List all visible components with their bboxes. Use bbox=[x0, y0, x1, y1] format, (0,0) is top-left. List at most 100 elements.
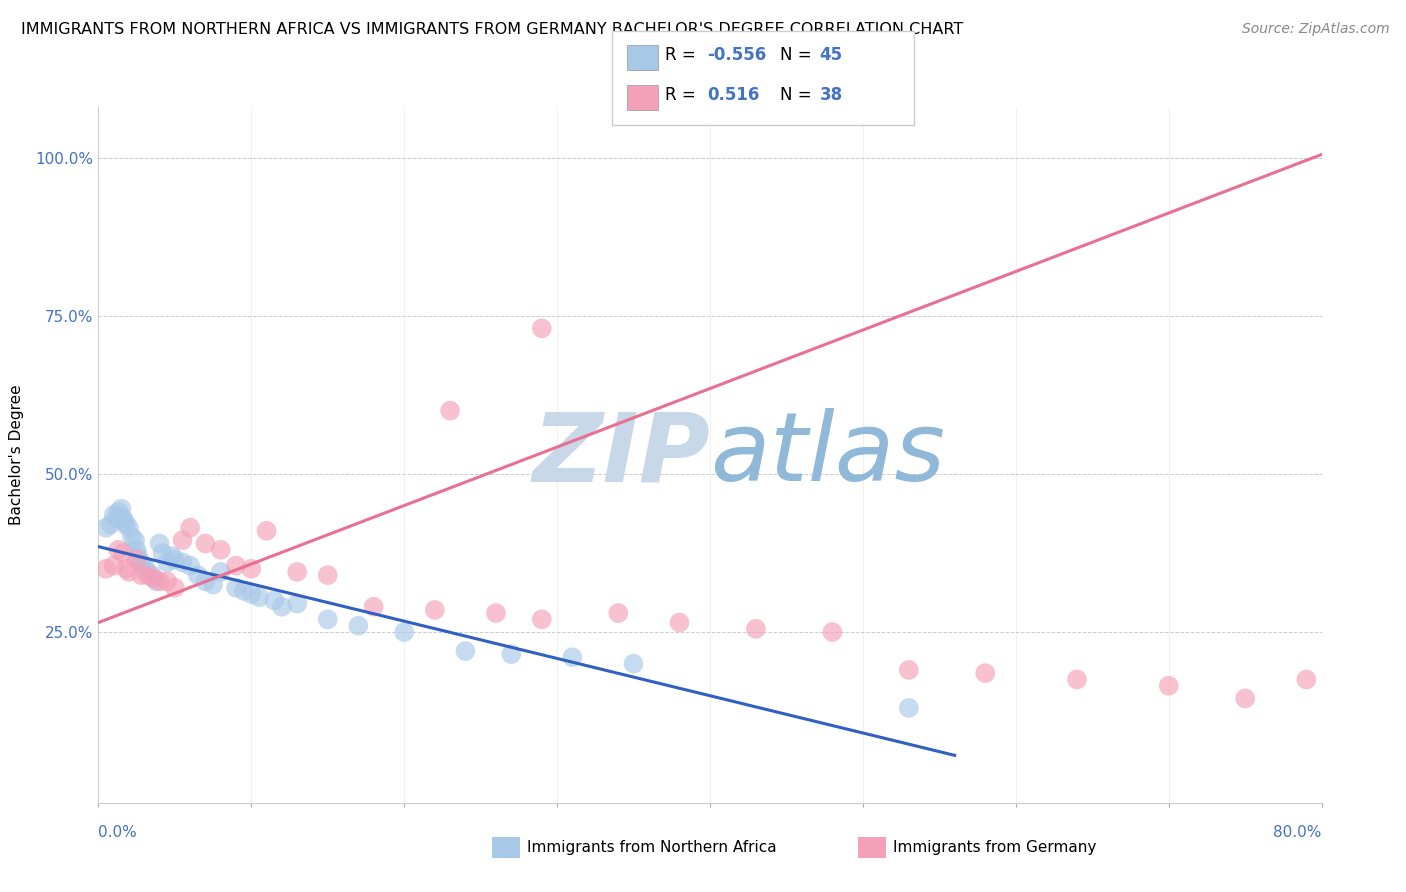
Point bbox=[105, 511, 128, 525]
Point bbox=[115, 517, 138, 532]
Point bbox=[270, 599, 292, 614]
Point bbox=[1295, 673, 1317, 687]
Point bbox=[118, 521, 141, 535]
Point bbox=[263, 593, 285, 607]
Point bbox=[423, 603, 446, 617]
Point bbox=[112, 514, 135, 528]
Point bbox=[225, 581, 247, 595]
Point bbox=[225, 558, 247, 573]
Point bbox=[149, 536, 172, 550]
Point bbox=[172, 533, 194, 548]
Point bbox=[439, 403, 461, 417]
Text: 0.516: 0.516 bbox=[707, 87, 759, 104]
Point bbox=[194, 574, 217, 589]
Text: Immigrants from Germany: Immigrants from Germany bbox=[893, 840, 1097, 855]
Point bbox=[485, 606, 508, 620]
Point bbox=[103, 558, 125, 573]
Point bbox=[187, 568, 209, 582]
Point bbox=[160, 549, 183, 563]
Point bbox=[240, 562, 263, 576]
Point bbox=[240, 587, 263, 601]
Point bbox=[745, 622, 768, 636]
Point bbox=[136, 568, 159, 582]
Point bbox=[202, 577, 225, 591]
Point bbox=[124, 533, 146, 548]
Point bbox=[111, 546, 134, 560]
Point bbox=[136, 565, 159, 579]
Point bbox=[974, 666, 997, 681]
Point bbox=[179, 521, 201, 535]
Point bbox=[100, 517, 122, 532]
Text: 0.0%: 0.0% bbox=[98, 825, 138, 840]
Point bbox=[194, 536, 217, 550]
Point bbox=[172, 556, 194, 570]
Text: N =: N = bbox=[780, 46, 817, 64]
Text: R =: R = bbox=[665, 46, 702, 64]
Point bbox=[392, 625, 416, 640]
Point bbox=[125, 542, 148, 557]
Point bbox=[149, 574, 172, 589]
Point bbox=[129, 556, 152, 570]
Point bbox=[129, 568, 152, 582]
Point bbox=[118, 565, 141, 579]
Point bbox=[125, 552, 148, 566]
Point bbox=[316, 568, 339, 582]
Point bbox=[897, 663, 920, 677]
Text: -0.556: -0.556 bbox=[707, 46, 766, 64]
Point bbox=[1157, 679, 1180, 693]
Point bbox=[127, 549, 149, 563]
Point bbox=[530, 321, 553, 335]
Point bbox=[1234, 691, 1257, 706]
Text: ZIP: ZIP bbox=[531, 409, 710, 501]
Text: atlas: atlas bbox=[710, 409, 945, 501]
Point bbox=[107, 505, 129, 519]
Point bbox=[561, 650, 583, 665]
Point bbox=[607, 606, 630, 620]
Point bbox=[156, 574, 179, 589]
Point bbox=[115, 562, 138, 576]
Point bbox=[145, 574, 167, 589]
Point bbox=[156, 556, 179, 570]
Point bbox=[209, 542, 232, 557]
Text: N =: N = bbox=[780, 87, 817, 104]
Point bbox=[163, 552, 186, 566]
Point bbox=[454, 644, 477, 658]
Point bbox=[163, 581, 186, 595]
Point bbox=[256, 524, 278, 538]
Point bbox=[179, 558, 201, 573]
Point bbox=[1066, 673, 1088, 687]
Text: R =: R = bbox=[665, 87, 702, 104]
Text: 45: 45 bbox=[820, 46, 842, 64]
Text: Source: ZipAtlas.com: Source: ZipAtlas.com bbox=[1241, 22, 1389, 37]
Point bbox=[152, 546, 174, 560]
Point bbox=[247, 591, 270, 605]
Point bbox=[94, 521, 117, 535]
Point bbox=[111, 511, 134, 525]
Point bbox=[501, 647, 523, 661]
Point bbox=[821, 625, 844, 640]
Point bbox=[107, 542, 129, 557]
Point bbox=[121, 530, 143, 544]
Point bbox=[141, 568, 163, 582]
Point bbox=[110, 501, 132, 516]
Point bbox=[668, 615, 690, 630]
Point bbox=[209, 565, 232, 579]
Point bbox=[363, 599, 385, 614]
Point bbox=[897, 701, 920, 715]
Point bbox=[347, 618, 370, 632]
Text: 80.0%: 80.0% bbox=[1274, 825, 1322, 840]
Point bbox=[94, 562, 117, 576]
Point bbox=[142, 571, 165, 585]
Text: IMMIGRANTS FROM NORTHERN AFRICA VS IMMIGRANTS FROM GERMANY BACHELOR'S DEGREE COR: IMMIGRANTS FROM NORTHERN AFRICA VS IMMIG… bbox=[21, 22, 963, 37]
Point bbox=[316, 612, 339, 626]
Point bbox=[103, 508, 125, 522]
Text: Immigrants from Northern Africa: Immigrants from Northern Africa bbox=[527, 840, 778, 855]
Point bbox=[134, 558, 156, 573]
Point bbox=[285, 565, 308, 579]
Text: 38: 38 bbox=[820, 87, 842, 104]
Y-axis label: Bachelor's Degree: Bachelor's Degree bbox=[10, 384, 24, 525]
Point bbox=[232, 583, 254, 598]
Point bbox=[623, 657, 645, 671]
Point bbox=[530, 612, 553, 626]
Point bbox=[285, 597, 308, 611]
